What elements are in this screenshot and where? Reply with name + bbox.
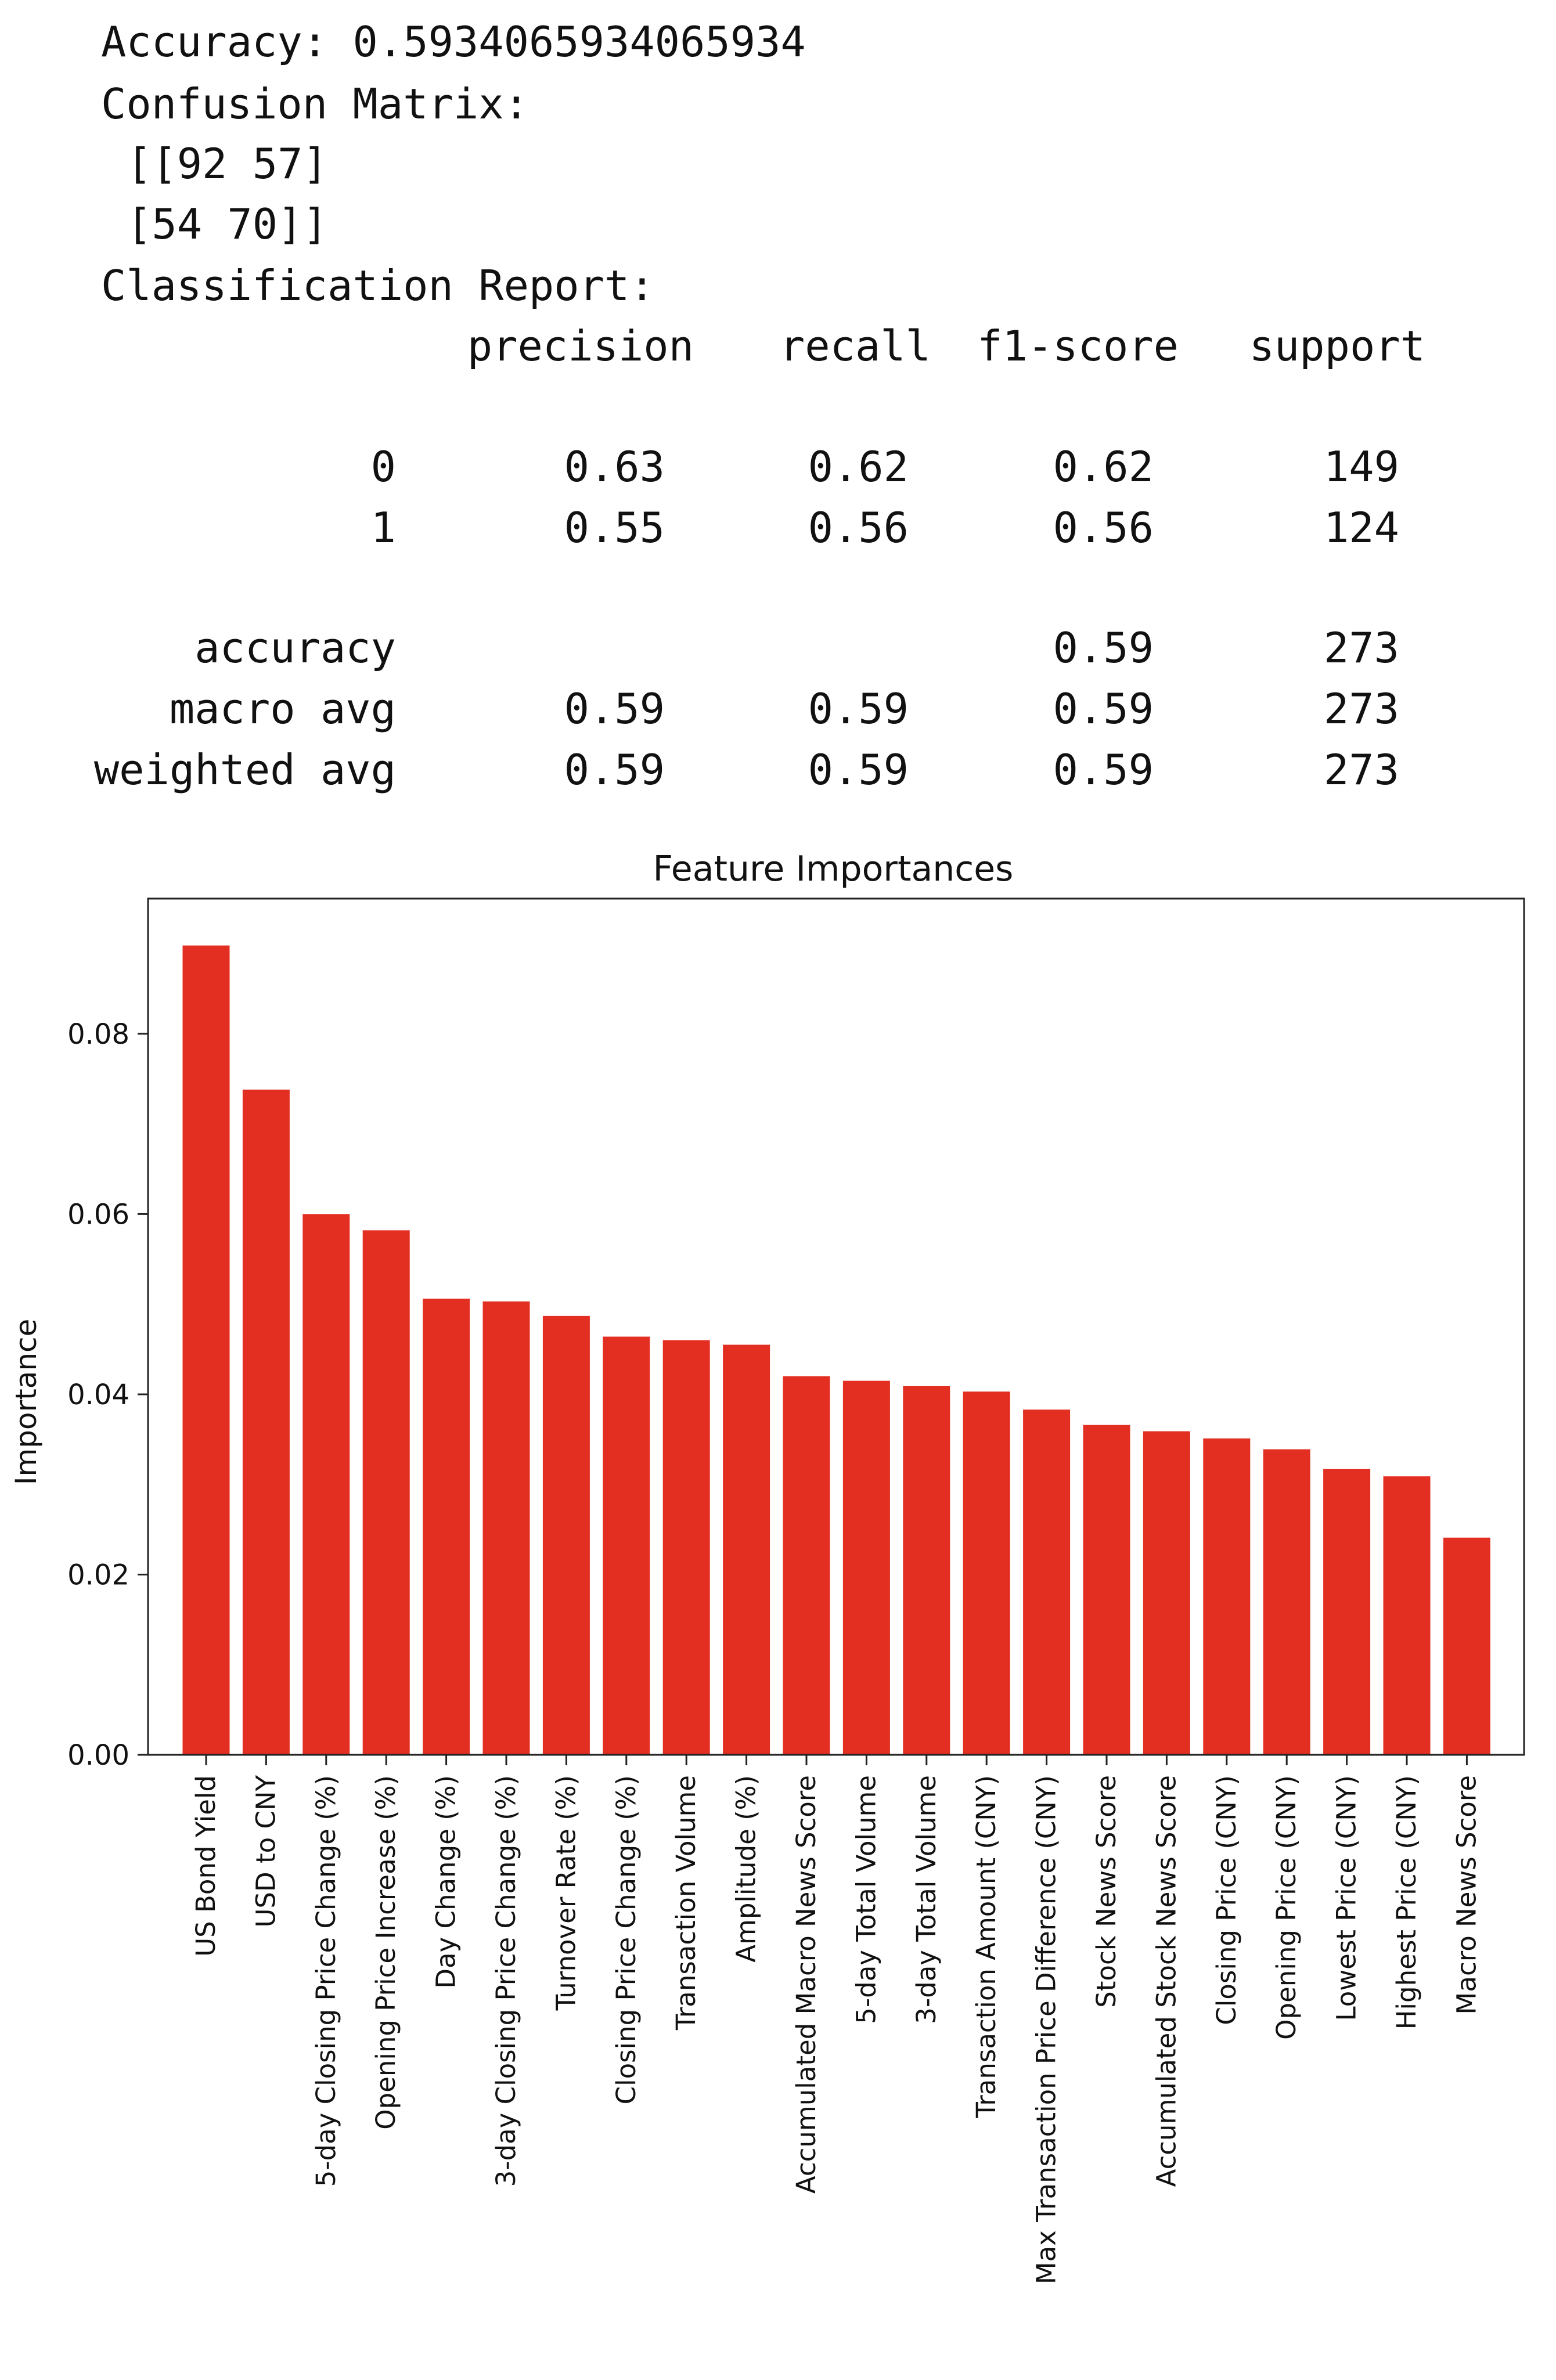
bar bbox=[963, 1391, 1010, 1755]
bar bbox=[1203, 1438, 1251, 1755]
cell-precision: 0.59 bbox=[564, 745, 665, 794]
bar bbox=[842, 1380, 890, 1755]
x-tick-label: 3-day Total Volume bbox=[911, 1775, 942, 2024]
bar bbox=[1083, 1425, 1130, 1755]
bar bbox=[362, 1230, 410, 1755]
x-axis-ticks: US Bond Yield USD to CNY 5-day Closing Pri… bbox=[190, 1755, 1482, 2284]
x-tick-label: Max Transaction Price Difference (CNY) bbox=[1031, 1775, 1062, 2284]
x-tick-label: Day Change (%) bbox=[431, 1775, 462, 1989]
x-tick-label: Opening Price (CNY) bbox=[1271, 1775, 1302, 2040]
confusion-matrix-label: Confusion Matrix: bbox=[101, 80, 529, 128]
cell-support: 273 bbox=[1323, 623, 1399, 672]
x-tick-label: Lowest Price (CNY) bbox=[1331, 1775, 1362, 2021]
accuracy-label: Accuracy: bbox=[101, 17, 328, 66]
bar bbox=[783, 1376, 830, 1755]
bar bbox=[903, 1386, 950, 1755]
column-header-precision: precision bbox=[467, 322, 694, 370]
cell-f1-score: 0.62 bbox=[1053, 442, 1154, 491]
column-header-support: support bbox=[1249, 322, 1425, 370]
bar bbox=[662, 1340, 710, 1755]
cell-f1-score: 0.59 bbox=[1053, 745, 1154, 794]
y-tick-label: 0.08 bbox=[67, 1018, 129, 1051]
x-tick-label: Amplitude (%) bbox=[731, 1775, 762, 1963]
x-tick-label: USD to CNY bbox=[250, 1775, 281, 1927]
x-tick-label: Macro News Score bbox=[1451, 1775, 1482, 2014]
x-tick-label: Closing Price (CNY) bbox=[1211, 1775, 1242, 2025]
x-tick-label: Stock News Score bbox=[1091, 1775, 1122, 2008]
x-tick-label: Opening Price Increase (%) bbox=[370, 1775, 401, 2130]
y-tick-label: 0.06 bbox=[67, 1198, 129, 1231]
feature-importances-chart: Feature Importances Importance 0.000.020… bbox=[9, 849, 1525, 2284]
y-axis-ticks: 0.00 0.02 0.04 0.06 0.08 bbox=[67, 1018, 148, 1772]
cell-support: 124 bbox=[1323, 503, 1399, 552]
row-label: accuracy bbox=[195, 623, 396, 672]
cell-recall: 0.59 bbox=[808, 745, 909, 794]
cell-recall: 0.62 bbox=[808, 442, 909, 491]
bar bbox=[1443, 1537, 1490, 1755]
bar bbox=[482, 1301, 530, 1755]
bar bbox=[182, 945, 230, 1755]
accuracy-value: 0.5934065934065934 bbox=[352, 17, 806, 66]
y-tick-label: 0.00 bbox=[67, 1739, 129, 1772]
x-tick-label: Transaction Volume bbox=[671, 1775, 701, 2031]
column-header-recall: recall bbox=[779, 322, 931, 370]
y-tick-label: 0.04 bbox=[67, 1379, 129, 1411]
x-tick-label: Transaction Amount (CNY) bbox=[971, 1775, 1002, 2119]
bar bbox=[542, 1315, 590, 1755]
bar bbox=[1263, 1449, 1310, 1755]
cell-precision: 0.55 bbox=[564, 503, 665, 552]
bars-group bbox=[182, 945, 1490, 1755]
x-tick-label: 5-day Closing Price Change (%) bbox=[311, 1775, 341, 2187]
row-label: 1 bbox=[370, 503, 396, 552]
bar bbox=[723, 1344, 770, 1755]
y-tick-label: 0.02 bbox=[67, 1559, 129, 1591]
cell-precision: 0.59 bbox=[564, 684, 665, 733]
plot-frame bbox=[147, 897, 1525, 1756]
x-tick-label: Turnover Rate (%) bbox=[550, 1775, 581, 2011]
x-tick-label: US Bond Yield bbox=[190, 1775, 221, 1957]
cell-support: 149 bbox=[1323, 442, 1399, 491]
cell-f1-score: 0.59 bbox=[1053, 623, 1154, 672]
cell-recall: 0.56 bbox=[808, 503, 909, 552]
bar bbox=[1023, 1409, 1071, 1755]
bar bbox=[423, 1299, 470, 1755]
classification-report-label: Classification Report: bbox=[101, 261, 655, 310]
confusion-matrix-row: [54 70]] bbox=[127, 200, 328, 248]
cell-f1-score: 0.56 bbox=[1053, 503, 1154, 552]
cell-f1-score: 0.59 bbox=[1053, 684, 1154, 733]
x-tick-label: Accumulated Stock News Score bbox=[1151, 1775, 1182, 2187]
row-label: weighted avg bbox=[93, 745, 396, 794]
bar bbox=[242, 1090, 290, 1755]
x-tick-label: Accumulated Macro News Score bbox=[791, 1775, 822, 2194]
bar bbox=[302, 1214, 350, 1755]
cell-support: 273 bbox=[1323, 745, 1399, 794]
cell-recall: 0.59 bbox=[808, 684, 909, 733]
accuracy-line: Accuracy: 0.5934065934065934 bbox=[101, 21, 806, 63]
column-header-f1-score: f1-score bbox=[977, 322, 1179, 370]
row-label: 0 bbox=[370, 442, 396, 491]
bar bbox=[603, 1336, 650, 1755]
x-tick-label: Closing Price Change (%) bbox=[611, 1775, 642, 2104]
row-label: macro avg bbox=[169, 684, 396, 733]
bar bbox=[1323, 1469, 1371, 1755]
confusion-matrix-row: [[92 57] bbox=[127, 139, 328, 188]
y-axis-label: Importance bbox=[9, 1319, 43, 1485]
x-tick-label: 5-day Total Volume bbox=[851, 1775, 881, 2024]
cell-precision: 0.63 bbox=[564, 442, 665, 491]
chart-title: Feature Importances bbox=[653, 849, 1014, 889]
classification-report: Accuracy: 0.5934065934065934 Confusion M… bbox=[0, 0, 1556, 813]
x-tick-label: 3-day Closing Price Change (%) bbox=[491, 1775, 521, 2187]
cell-support: 273 bbox=[1323, 684, 1399, 733]
x-tick-label: Highest Price (CNY) bbox=[1391, 1775, 1422, 2029]
bar bbox=[1143, 1431, 1190, 1755]
bar bbox=[1383, 1476, 1431, 1755]
